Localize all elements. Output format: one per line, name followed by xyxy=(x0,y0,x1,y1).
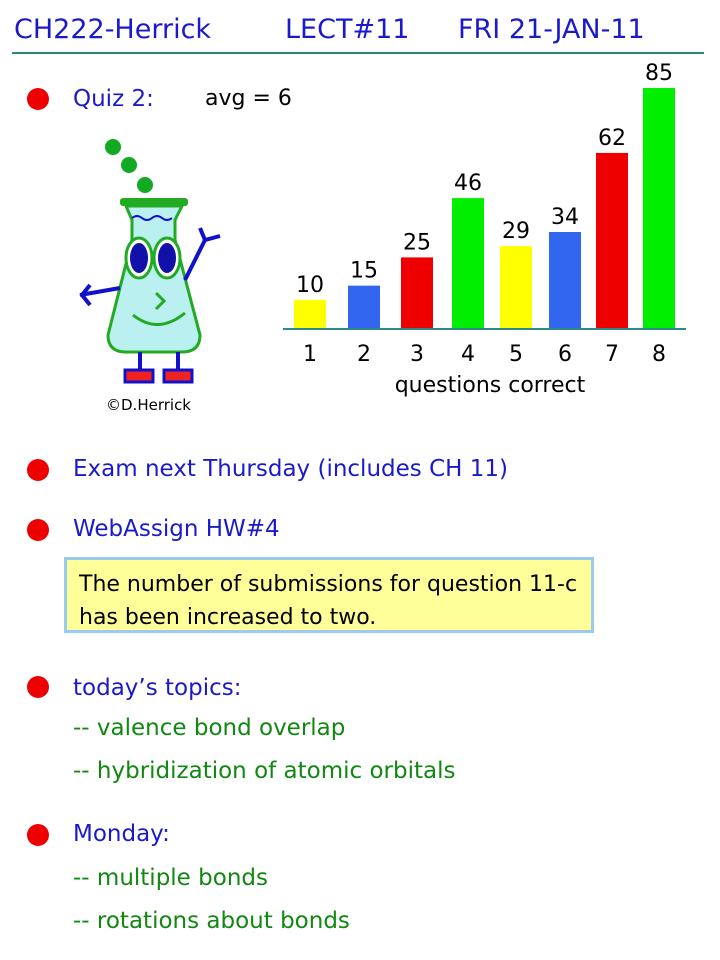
data-label: 62 xyxy=(598,126,626,151)
webassign-note: The number of submissions for question 1… xyxy=(64,557,594,633)
exam-notice: Exam next Thursday (includes CH 11) xyxy=(73,456,508,482)
monday-item: -- multiple bonds xyxy=(73,865,268,891)
bar-4 xyxy=(452,198,484,328)
lecture-number: LECT#11 xyxy=(285,14,410,45)
monday-heading: Monday: xyxy=(73,821,170,847)
quiz-average: avg = 6 xyxy=(205,86,292,111)
data-label: 85 xyxy=(645,61,673,86)
bar-7 xyxy=(596,152,628,328)
lecture-date: FRI 21-JAN-11 xyxy=(458,14,645,45)
quiz-label: Quiz 2: xyxy=(73,86,154,112)
bullet-icon xyxy=(27,459,49,481)
x-tick-label: 3 xyxy=(410,342,424,367)
data-label: 29 xyxy=(502,219,530,244)
bar-1 xyxy=(294,299,326,328)
x-tick-label: 4 xyxy=(461,342,475,367)
topic-item: -- hybridization of atomic orbitals xyxy=(73,758,456,784)
bullet-icon xyxy=(27,88,49,110)
x-tick-label: 1 xyxy=(303,342,317,367)
course-title: CH222-Herrick xyxy=(14,14,212,45)
data-label: 10 xyxy=(296,273,324,298)
bullet-icon xyxy=(27,676,49,698)
bullet-icon xyxy=(27,519,49,541)
quiz-score-bar-chart: questions correct 1011522534642953466278… xyxy=(283,61,686,398)
topic-item: -- valence bond overlap xyxy=(73,715,346,741)
bar-8 xyxy=(643,88,675,328)
x-tick-label: 7 xyxy=(605,342,619,367)
data-label: 15 xyxy=(350,259,378,284)
bar-6 xyxy=(549,232,581,328)
x-axis-label: questions correct xyxy=(395,373,586,398)
data-label: 46 xyxy=(454,171,482,196)
webassign-heading: WebAssign HW#4 xyxy=(73,516,280,542)
image-caption: ©D.Herrick xyxy=(106,396,191,414)
monday-item: -- rotations about bonds xyxy=(73,908,350,934)
bar-2 xyxy=(348,285,380,328)
bar-3 xyxy=(401,257,433,328)
data-label: 25 xyxy=(403,230,431,255)
x-tick-label: 2 xyxy=(357,342,371,367)
header-divider xyxy=(12,52,704,54)
bullet-icon xyxy=(27,824,49,846)
flask-mascot-image xyxy=(79,139,221,384)
topics-heading: today’s topics: xyxy=(73,675,242,701)
bar-5 xyxy=(500,246,532,328)
data-label: 34 xyxy=(551,205,579,230)
x-tick-label: 5 xyxy=(509,342,523,367)
x-tick-label: 6 xyxy=(558,342,572,367)
x-tick-label: 8 xyxy=(652,342,666,367)
